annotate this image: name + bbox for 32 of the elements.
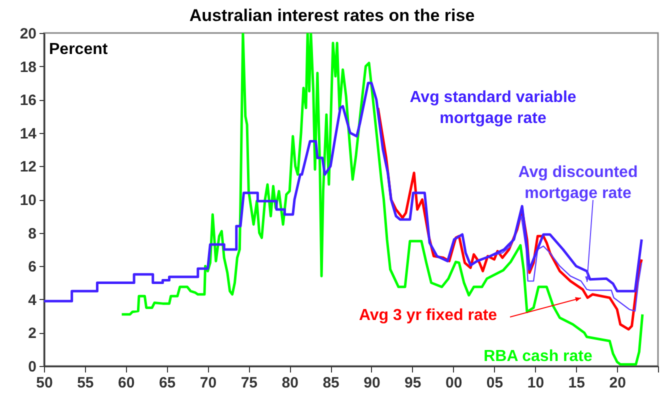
x-tick-label: 10	[527, 374, 544, 392]
x-tick-label: 80	[282, 374, 298, 392]
x-tick-label: 70	[200, 374, 217, 392]
y-tick-label: 10	[20, 192, 36, 209]
x-tick-label: 55	[77, 374, 94, 392]
y-tick-label: 8	[28, 225, 36, 242]
x-tick-label: 15	[568, 374, 585, 392]
chart-title: Australian interest rates on the rise	[189, 6, 475, 25]
series-label: RBA cash rate	[484, 348, 592, 365]
x-tick-label: 85	[322, 374, 340, 392]
series-label: Avg standard variable mortgage rate	[410, 89, 576, 127]
y-tick-label: 2	[28, 325, 36, 342]
x-tick-label: 90	[364, 374, 380, 392]
y-tick-label: 20	[20, 26, 36, 42]
legend-label: Avg 3 yr fixed rate	[358, 307, 498, 324]
x-tick-label: 50	[36, 374, 53, 392]
y-tick-label: 14	[20, 125, 38, 142]
y-tick-label: 6	[28, 258, 36, 276]
x-tick-label: 00	[445, 374, 462, 392]
x-tick-label: 05	[486, 374, 504, 392]
y-tick-label: 0	[28, 358, 36, 376]
y-tick-label: 16	[20, 92, 36, 110]
series-label: Avg discounted mortgage rate	[518, 164, 638, 202]
y-tick-label: 18	[20, 58, 36, 76]
x-tick-label: 20	[609, 374, 626, 392]
x-tick-label: 75	[240, 374, 258, 392]
y-axis-title: Percent	[49, 41, 108, 58]
y-tick-label: 4	[28, 292, 38, 309]
y-tick-label: 12	[20, 158, 36, 176]
x-tick-label: 95	[404, 374, 422, 392]
x-tick-label: 60	[118, 374, 135, 392]
x-tick-label: 65	[158, 374, 176, 392]
